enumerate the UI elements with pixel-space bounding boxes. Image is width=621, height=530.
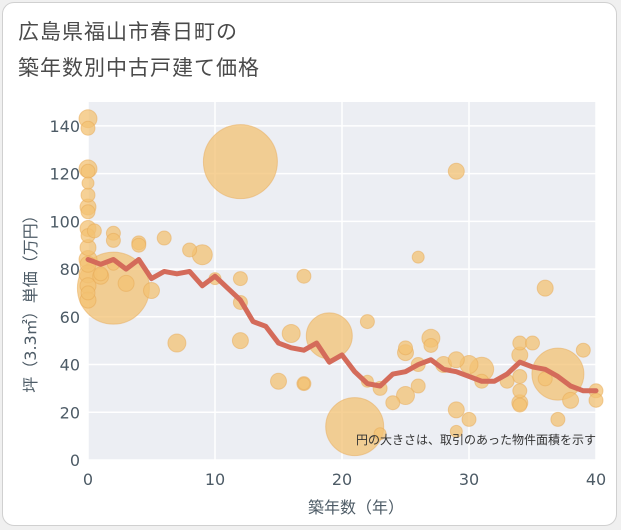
y-tick-label: 100 <box>49 212 80 231</box>
size-note: 円の大きさは、取引のあった物件面積を示す <box>356 432 596 447</box>
trend-line <box>85 257 599 394</box>
x-tick-label: 30 <box>459 470 479 489</box>
y-tick-label: 80 <box>60 260 80 279</box>
bubble-point <box>385 395 401 411</box>
x-tick-labels: 0 10 20 30 40 <box>83 470 606 489</box>
x-tick-label: 40 <box>586 470 606 489</box>
x-tick-label: 20 <box>332 470 352 489</box>
y-tick-label: 140 <box>49 117 80 136</box>
bubble-point <box>411 250 425 264</box>
bubble-point <box>80 285 96 301</box>
bubble-point <box>297 377 311 391</box>
bubble-point <box>93 266 109 282</box>
y-tick-label: 20 <box>60 403 80 422</box>
bubble-point <box>562 391 580 409</box>
bubble-point <box>202 124 278 200</box>
bubble-point <box>131 237 147 253</box>
x-tick-label: 0 <box>83 470 93 489</box>
bubble-point <box>281 324 301 344</box>
bubble-point <box>449 424 463 438</box>
bubble-point <box>410 378 426 394</box>
bubble-point <box>80 163 96 179</box>
bubble-point <box>232 271 248 287</box>
bubble-point <box>359 314 375 330</box>
y-tick-label: 120 <box>49 165 80 184</box>
bubble-point <box>447 162 465 180</box>
y-tick-label: 40 <box>60 356 80 375</box>
bubble-point <box>525 335 540 351</box>
bubble-point <box>512 383 528 399</box>
bubble-point <box>156 230 172 246</box>
bubble-point <box>536 279 554 297</box>
bubble-point <box>80 187 96 203</box>
bubble-point <box>447 401 465 419</box>
chart-title: 広島県福山市春日町の 築年数別中古戸建て価格 <box>18 14 260 86</box>
bubble-point <box>182 242 198 258</box>
bubble-point <box>550 411 566 427</box>
bubble-point <box>447 351 465 369</box>
bubble-point <box>461 411 477 427</box>
bubble-point <box>143 282 160 300</box>
bubble-point <box>512 335 528 351</box>
bubble-point <box>80 120 96 136</box>
bubble-point <box>398 340 413 356</box>
x-axis-label: 築年数（年） <box>308 498 404 517</box>
bubble-point <box>325 397 385 457</box>
bubble-point <box>512 368 528 384</box>
x-tick-label: 10 <box>205 470 225 489</box>
bubble-point <box>305 312 353 360</box>
trend-line-group <box>85 257 599 394</box>
bubble-point <box>86 223 102 239</box>
bubble-point <box>423 337 439 353</box>
bubble-point <box>396 386 415 406</box>
bubble-point <box>296 268 312 284</box>
bubble-point <box>512 397 528 413</box>
bubble-point <box>167 333 187 353</box>
bubble-point <box>588 392 604 408</box>
bubble-point <box>575 342 591 358</box>
bubble-point <box>81 176 95 190</box>
bubble-point <box>270 372 287 390</box>
chart-title-line2: 築年数別中古戸建て価格 <box>18 56 260 80</box>
bubble-point <box>373 427 387 441</box>
y-tick-labels: 0 20 40 60 80 100 120 140 <box>49 117 80 470</box>
bubble-point <box>117 274 135 292</box>
bubble-point <box>231 332 249 350</box>
y-tick-label: 0 <box>70 451 80 470</box>
y-tick-label: 60 <box>60 308 80 327</box>
chart-title-line1: 広島県福山市春日町の <box>18 20 238 44</box>
bubble-point <box>105 232 121 248</box>
bubble-point <box>80 204 96 220</box>
y-axis-label: 坪（3.3㎡）単価（万円） <box>21 207 40 392</box>
